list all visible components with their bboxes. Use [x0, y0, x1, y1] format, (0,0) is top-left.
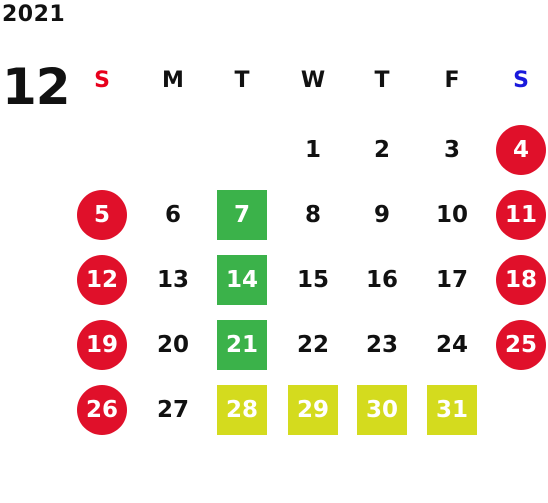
day-8: 8 — [304, 202, 321, 228]
day-20: 20 — [156, 332, 189, 358]
day-15: 15 — [296, 267, 329, 293]
day-30: 30 — [357, 385, 407, 435]
weekday-thursday: T — [374, 68, 390, 93]
day-24: 24 — [435, 332, 468, 358]
weekday-monday: M — [162, 68, 184, 93]
weekday-tuesday: T — [234, 68, 250, 93]
calendar-year: 2021 — [2, 2, 66, 27]
day-22: 22 — [296, 332, 329, 358]
day-21: 21 — [217, 320, 267, 370]
day-10: 10 — [435, 202, 468, 228]
day-7: 7 — [217, 190, 267, 240]
calendar-month: 12 — [2, 58, 71, 116]
day-12: 12 — [77, 255, 127, 305]
day-29: 29 — [288, 385, 338, 435]
day-27: 27 — [156, 397, 189, 423]
day-16: 16 — [365, 267, 398, 293]
day-18: 18 — [496, 255, 546, 305]
weekday-wednesday: W — [300, 68, 326, 93]
day-13: 13 — [156, 267, 189, 293]
day-19: 19 — [77, 320, 127, 370]
day-9: 9 — [373, 202, 390, 228]
weekday-friday: F — [444, 68, 460, 93]
day-5: 5 — [77, 190, 127, 240]
weekday-saturday: S — [513, 68, 529, 93]
day-17: 17 — [435, 267, 468, 293]
day-6: 6 — [164, 202, 181, 228]
day-25: 25 — [496, 320, 546, 370]
day-11: 11 — [496, 190, 546, 240]
day-23: 23 — [365, 332, 398, 358]
day-26: 26 — [77, 385, 127, 435]
day-3: 3 — [443, 137, 460, 163]
day-14: 14 — [217, 255, 267, 305]
day-31: 31 — [427, 385, 477, 435]
day-2: 2 — [373, 137, 390, 163]
day-28: 28 — [217, 385, 267, 435]
day-1: 1 — [304, 137, 321, 163]
day-4: 4 — [496, 125, 546, 175]
weekday-sunday: S — [94, 68, 110, 93]
